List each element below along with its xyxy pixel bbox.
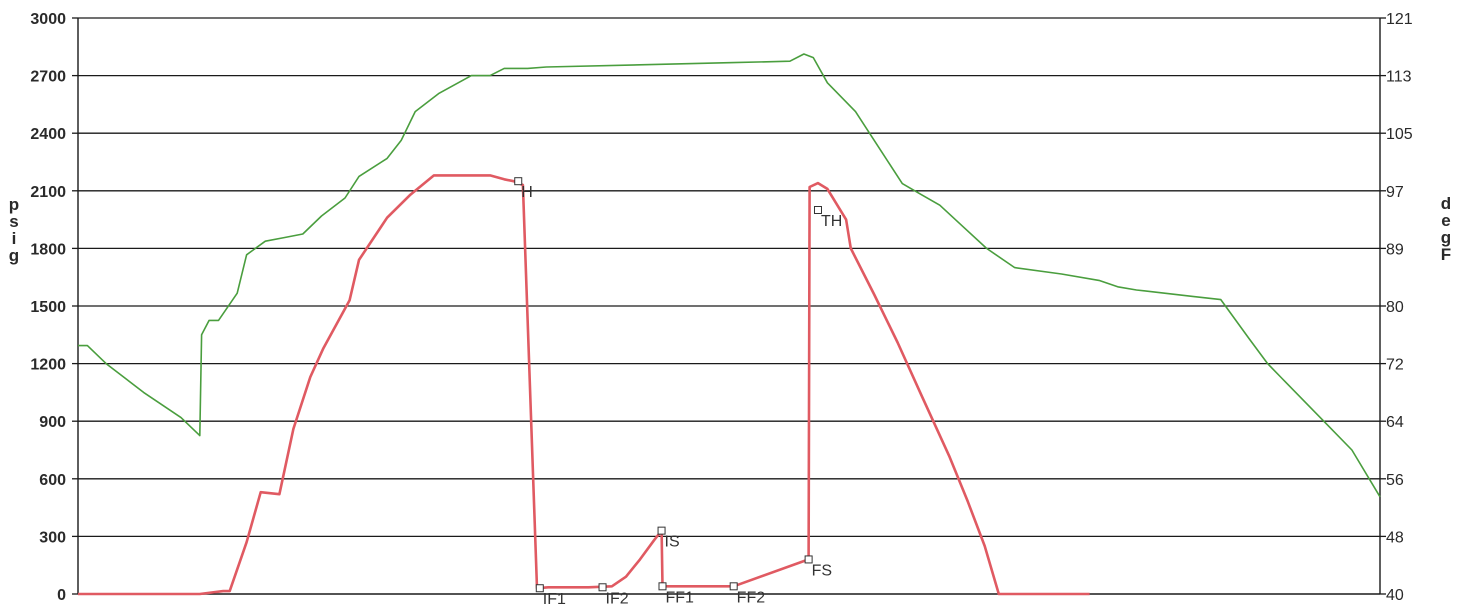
left-tick-label: 1800 [30, 241, 66, 258]
left-tick-label: 900 [39, 414, 66, 431]
right-tick-label: 64 [1386, 414, 1404, 431]
right-tick-label: 56 [1386, 472, 1404, 489]
series-layer [78, 53, 1381, 596]
left-tick-label: 2100 [30, 184, 66, 201]
marker-label-h: H [521, 184, 533, 201]
left-tick-label: 2700 [30, 69, 66, 86]
marker-label-if1: IF1 [543, 591, 566, 608]
right-tick-label: 48 [1386, 529, 1404, 546]
marker-label-ff1: FF1 [665, 589, 694, 606]
marker-is [657, 526, 666, 535]
annotation-layer: H TH IF1 IF2 IS FF1 FF2 FS [514, 177, 842, 608]
marker-label-if2: IF2 [606, 590, 629, 607]
axis-labels: p s i g d e g F [9, 194, 1451, 265]
right-tick-label: 113 [1386, 69, 1412, 86]
left-tick-label: 600 [39, 472, 66, 489]
marker-h [514, 177, 523, 186]
marker-label-is: IS [665, 534, 680, 551]
marker-label-th: TH [821, 213, 842, 230]
marker-ff1 [658, 582, 667, 591]
marker-if2 [598, 583, 607, 592]
left-tick-label: 1200 [30, 357, 66, 374]
left-tick-label: 300 [39, 529, 66, 546]
left-tick-label: 0 [57, 587, 66, 604]
right-tick-label: 80 [1386, 299, 1404, 316]
right-axis-ticks: 121 113 105 97 89 80 72 64 56 48 40 [1386, 11, 1413, 604]
left-tick-label: 1500 [30, 299, 66, 316]
right-tick-label: 121 [1386, 11, 1413, 28]
right-tick-label: 105 [1386, 126, 1413, 143]
right-tick-label: 89 [1386, 241, 1404, 258]
marker-label-ff2: FF2 [737, 589, 766, 606]
marker-fs [804, 555, 813, 564]
right-tick-label: 72 [1386, 357, 1404, 374]
left-tick-label: 3000 [30, 11, 66, 28]
left-tick-label: 2400 [30, 126, 66, 143]
marker-ff2 [729, 582, 738, 591]
right-tick-label: 97 [1386, 184, 1404, 201]
temperature-series-line [78, 53, 1381, 498]
pressure-series-line [78, 174, 1090, 596]
right-tick-label: 40 [1386, 587, 1404, 604]
marker-if1 [535, 584, 544, 593]
grid-lines [72, 17, 1386, 595]
marker-th [813, 206, 822, 214]
marker-label-fs: FS [812, 562, 832, 579]
